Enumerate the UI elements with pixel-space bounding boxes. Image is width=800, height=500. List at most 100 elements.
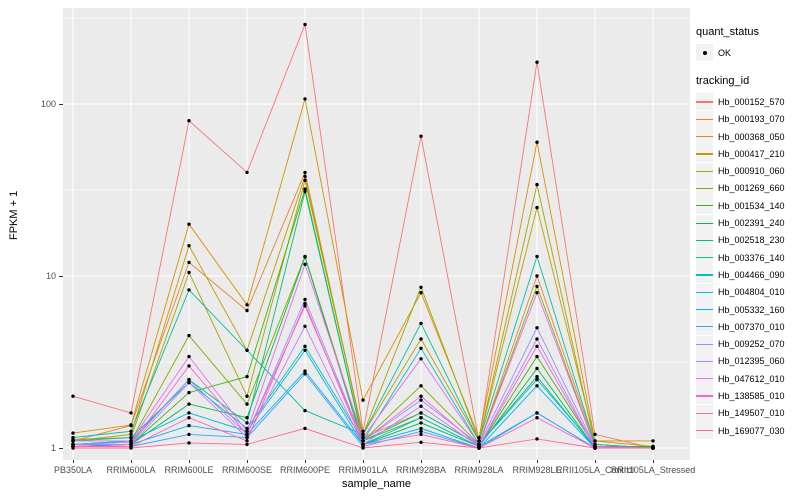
x-tick-mark: [131, 460, 132, 463]
data-point: [477, 439, 481, 443]
data-point: [129, 423, 133, 427]
line-key-icon: [696, 93, 713, 111]
data-point: [187, 119, 191, 123]
data-point: [187, 423, 191, 428]
data-point: [187, 411, 191, 415]
x-tick-mark: [653, 460, 654, 463]
data-point: [187, 354, 191, 359]
legend-entry-tracking-id: Hb_007370_010: [696, 318, 800, 336]
legend-label: Hb_149507_010: [718, 408, 785, 419]
data-point: [71, 431, 75, 435]
x-tick-mark: [479, 460, 480, 463]
data-point: [651, 439, 655, 443]
data-point: [245, 170, 249, 175]
data-point: [129, 429, 133, 433]
data-point: [187, 402, 191, 406]
data-point: [651, 446, 655, 450]
data-point: [303, 187, 307, 191]
legend-entry-tracking-id: Hb_012395_060: [696, 352, 800, 370]
data-point: [361, 439, 365, 443]
data-point: [129, 432, 133, 437]
data-point: [129, 446, 133, 450]
data-point: [303, 255, 307, 259]
legend-title-tracking-id: tracking_id: [696, 75, 750, 88]
data-point: [419, 421, 423, 425]
legend-entry-tracking-id: Hb_149507_010: [696, 404, 800, 422]
data-point: [187, 364, 191, 368]
legend-entry-tracking-id: Hb_005332_160: [696, 301, 800, 318]
data-point: [361, 435, 365, 440]
data-point: [419, 321, 423, 326]
data-point: [303, 369, 307, 373]
data-point: [419, 291, 423, 295]
data-point: [303, 348, 307, 352]
data-point: [593, 446, 597, 450]
data-point: [535, 354, 539, 359]
data-point: [245, 374, 249, 379]
data-point: [419, 346, 423, 350]
y-tick-mark: [59, 276, 63, 277]
data-point: [535, 254, 539, 259]
legend-entry-tracking-id: Hb_138585_010: [696, 387, 800, 405]
data-point: [419, 426, 423, 431]
line-key-icon: [696, 231, 713, 249]
x-tick-mark: [421, 460, 422, 463]
data-point: [535, 411, 539, 415]
data-point: [535, 377, 539, 382]
data-point: [71, 439, 75, 443]
line-key-icon: [696, 128, 713, 146]
legend-entry-tracking-id: Hb_047612_010: [696, 370, 800, 388]
legend-label: Hb_000417_210: [718, 148, 785, 159]
data-point: [245, 348, 249, 352]
data-point: [187, 380, 191, 385]
data-point: [187, 244, 191, 248]
legend-label: Hb_012395_060: [718, 356, 785, 367]
data-point: [303, 262, 307, 266]
x-tick-mark: [73, 460, 74, 463]
data-point: [419, 337, 423, 341]
legend-label: Hb_000910_060: [718, 166, 785, 177]
data-point: [303, 408, 307, 413]
legend-label: Hb_000368_050: [718, 131, 785, 142]
data-point: [535, 384, 539, 388]
legend-label: Hb_005332_160: [718, 304, 785, 315]
legend-label: Hb_004466_090: [718, 269, 785, 280]
data-point: [419, 398, 423, 402]
tracking-id-items: Hb_000152_570 Hb_000193_070 Hb_000368_050 H…: [696, 93, 800, 440]
data-point: [477, 435, 481, 440]
data-point: [245, 435, 249, 440]
quant-status-items: OK: [696, 44, 800, 62]
legend-entry-tracking-id: Hb_002391_240: [696, 214, 800, 232]
legend-entry-tracking-id: Hb_009252_070: [696, 335, 800, 353]
data-point: [245, 439, 249, 443]
data-point: [303, 178, 307, 182]
point-symbol-icon: [696, 44, 713, 62]
data-point: [245, 394, 249, 398]
data-point: [535, 337, 539, 341]
x-tick-label: RRII105LA_Control: [555, 465, 635, 475]
x-tick-mark: [595, 460, 596, 463]
chart-canvas: [63, 8, 690, 460]
data-point: [535, 140, 539, 144]
data-point: [419, 411, 423, 415]
legend-entry-tracking-id: Hb_000368_050: [696, 128, 800, 146]
x-tick-mark: [247, 460, 248, 463]
data-point: [187, 416, 191, 420]
y-tick-label: 100: [40, 99, 56, 109]
data-point: [361, 432, 365, 437]
x-axis-title: sample_name: [341, 478, 412, 490]
line-key-icon: [696, 110, 713, 128]
data-point: [361, 446, 365, 450]
data-point: [361, 442, 365, 447]
data-point: [419, 432, 423, 437]
data-point: [303, 174, 307, 178]
x-tick-mark: [363, 460, 364, 463]
x-tick-label: RRIM928BA: [395, 465, 447, 475]
data-point: [245, 426, 249, 431]
data-point: [535, 284, 539, 289]
line-key-icon: [696, 197, 713, 215]
x-tick-label: PB350LA: [53, 465, 93, 475]
data-point: [303, 170, 307, 175]
legend-label: Hb_000193_070: [718, 114, 785, 125]
data-point: [535, 416, 539, 420]
